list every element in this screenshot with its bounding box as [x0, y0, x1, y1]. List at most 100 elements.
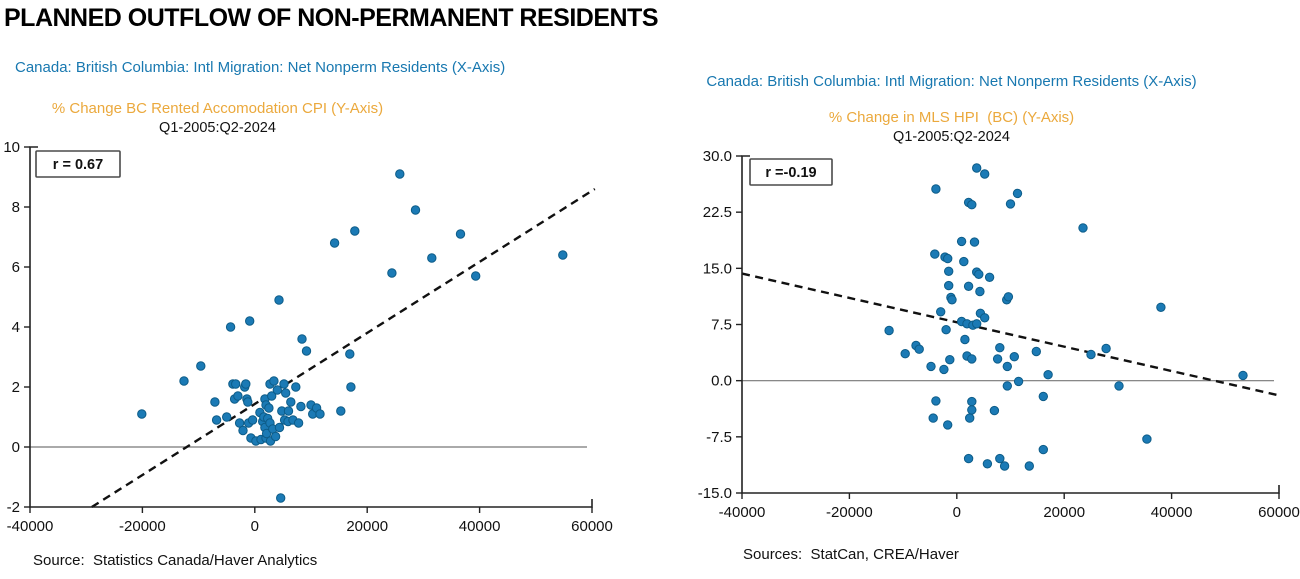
scatter-point — [471, 271, 481, 281]
scatter-point — [1043, 370, 1053, 380]
scatter-point — [980, 169, 990, 179]
scatter-point — [261, 428, 272, 439]
scatter-point — [410, 205, 421, 215]
x-tick-label: -20000 — [119, 518, 166, 535]
scatter-point — [427, 253, 437, 263]
x-tick-label: -20000 — [826, 504, 873, 521]
scatter-point — [315, 409, 325, 419]
x-tick-label: 0 — [953, 504, 961, 521]
scatter-point — [967, 200, 977, 210]
scatter-point — [233, 391, 243, 401]
scatter-point — [1114, 381, 1124, 391]
y-tick-label: 0.0 — [711, 373, 732, 390]
y-tick-label: 22.5 — [703, 204, 732, 221]
scatter-point — [930, 249, 940, 259]
left-chart-plot: 10 8 6 4 2 0 -2 -40000 -20000 0 20000 40000 60000 r =… — [3, 139, 613, 535]
page-title: PLANNED OUTFLOW OF NON-PERMANENT RESIDEN… — [4, 4, 659, 32]
scatter-point — [989, 405, 1000, 416]
y-tick-label: 30.0 — [703, 148, 732, 165]
scatter-point — [293, 418, 304, 428]
x-tick-label: 20000 — [346, 518, 388, 535]
y-tick-label: -7.5 — [706, 429, 732, 446]
scatter-point — [975, 286, 985, 297]
scatter-point — [963, 453, 974, 464]
scatter-point — [346, 382, 356, 392]
scatter-point — [945, 355, 955, 365]
scatter-point — [1038, 444, 1049, 455]
x-tick-label: 40000 — [1151, 504, 1193, 521]
scatter-point — [1024, 461, 1035, 471]
correlation-label: r =-0.19 — [765, 165, 816, 181]
scatter-point — [1012, 188, 1023, 199]
scatter-point — [1156, 302, 1166, 312]
scatter-point — [1038, 391, 1049, 402]
scatter-point — [137, 409, 147, 419]
scatter-point — [960, 334, 970, 345]
left-chart-period-label: Q1-2005:Q2-2024 — [159, 120, 276, 136]
scatter-point — [395, 169, 405, 179]
trendline — [741, 272, 1278, 397]
trendline — [91, 187, 596, 509]
scatter-point — [992, 354, 1003, 364]
y-tick-label: 7.5 — [711, 317, 732, 334]
scatter-point — [884, 325, 894, 336]
scatter-point — [1002, 361, 1012, 372]
scatter-point — [231, 379, 241, 389]
y-tick-label: -15.0 — [698, 485, 732, 502]
scatter-point — [387, 268, 397, 278]
right-chart-period-label: Q1-2005:Q2-2024 — [893, 129, 1010, 145]
x-tick-label: -40000 — [719, 504, 766, 521]
x-tick-label: 20000 — [1043, 504, 1085, 521]
scatter-point — [225, 322, 236, 332]
scatter-point — [995, 343, 1005, 353]
scatter-point — [944, 266, 954, 276]
scatter-point — [931, 396, 941, 406]
scatter-point — [297, 334, 307, 344]
scatter-point — [274, 422, 285, 433]
scatter-point — [995, 453, 1005, 464]
y-tick-label: 2 — [12, 379, 20, 396]
scatter-point — [939, 364, 949, 375]
scatter-point — [222, 412, 232, 422]
scatter-point — [455, 229, 466, 239]
scatter-point — [1086, 349, 1096, 360]
scatter-point — [965, 413, 975, 423]
scatter-point — [247, 415, 258, 425]
scatter-point — [963, 281, 974, 291]
scatter-point — [283, 406, 294, 416]
scatter-point — [264, 403, 274, 413]
y-tick-label: 0 — [12, 439, 20, 456]
scatter-point — [1101, 343, 1111, 354]
y-tick-label: 4 — [12, 319, 20, 336]
correlation-label: r = 0.67 — [53, 157, 103, 173]
scatter-point — [1031, 346, 1042, 357]
scatter-point — [241, 379, 251, 389]
scatter-point — [1002, 381, 1012, 391]
scatter-point — [276, 493, 286, 503]
scatter-point — [272, 385, 282, 395]
x-tick-label: 60000 — [571, 518, 613, 535]
scatter-point — [291, 382, 301, 392]
scatter-point — [336, 406, 346, 416]
right-chart-source: Sources: StatCan, CREA/Haver — [743, 546, 959, 563]
scatter-point — [238, 425, 248, 436]
scatter-point — [211, 415, 222, 425]
scatter-point — [900, 349, 910, 359]
scatter-point — [1003, 292, 1014, 302]
correlation-box — [749, 158, 833, 186]
y-tick-label: -2 — [7, 499, 20, 516]
scatter-point — [345, 349, 355, 359]
scatter-point — [1238, 370, 1248, 381]
scatter-point — [972, 319, 982, 329]
right-chart-x-axis-title: Canada: British Columbia: Intl Migration… — [706, 73, 1197, 90]
scatter-point — [914, 344, 924, 354]
scatter-point — [967, 405, 977, 415]
scatter-point — [999, 461, 1010, 471]
correlation-box — [35, 150, 121, 178]
scatter-point — [956, 236, 967, 247]
scatter-point — [931, 184, 941, 194]
scatter-point — [1078, 223, 1088, 233]
scatter-point — [269, 376, 279, 386]
left-chart-y-axis-title: % Change BC Rented Accomodation CPI (Y-A… — [51, 100, 384, 117]
